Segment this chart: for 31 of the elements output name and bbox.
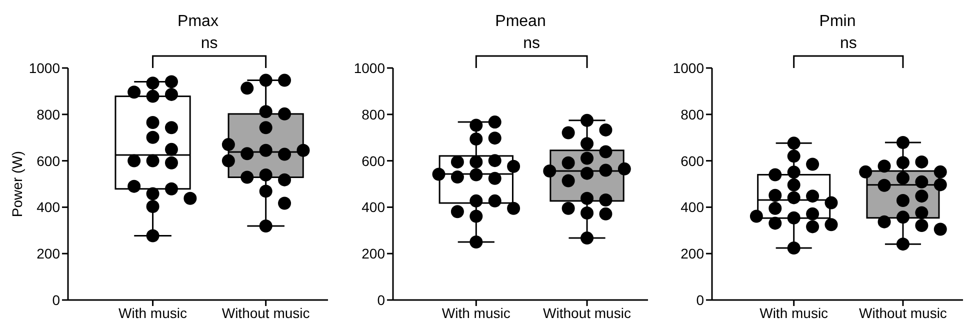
y-axis-title: Power (W) (9, 150, 25, 218)
x-tick-label: With music (118, 304, 188, 321)
y-tick-label: 800 (36, 106, 60, 122)
x-tick-label: Without music (859, 304, 947, 321)
y-tick-label: 200 (680, 246, 704, 262)
x-tick-label: Without music (222, 304, 310, 321)
y-tick-label: 0 (52, 292, 60, 308)
y-tick-label: 0 (377, 292, 386, 308)
x-tick-label: Without music (543, 304, 631, 321)
text: ns (523, 35, 540, 52)
y-tick-label: 200 (36, 246, 60, 262)
chart-title: Pmean (495, 13, 546, 30)
chart-title: Pmax (178, 13, 218, 30)
x-tick-label: With music (442, 304, 510, 321)
y-tick-label: 0 (696, 292, 704, 308)
y-tick-label: 400 (362, 199, 386, 216)
chart-title: Pmin (819, 13, 856, 30)
text: ns (200, 35, 218, 52)
y-tick-label: 1000 (672, 60, 704, 76)
y-tick-label: 400 (680, 199, 704, 216)
y-tick-label: 1000 (28, 60, 60, 76)
y-tick-label: 600 (36, 152, 60, 169)
x-tick-label: With music (760, 304, 828, 321)
y-tick-label: 800 (362, 106, 386, 122)
y-tick-label: 600 (680, 152, 704, 169)
y-tick-label: 600 (362, 152, 386, 169)
y-tick-label: 400 (36, 199, 60, 216)
text: ns (840, 35, 857, 52)
y-tick-label: 800 (680, 106, 704, 122)
y-tick-label: 1000 (354, 60, 386, 76)
y-tick-label: 200 (362, 246, 386, 262)
